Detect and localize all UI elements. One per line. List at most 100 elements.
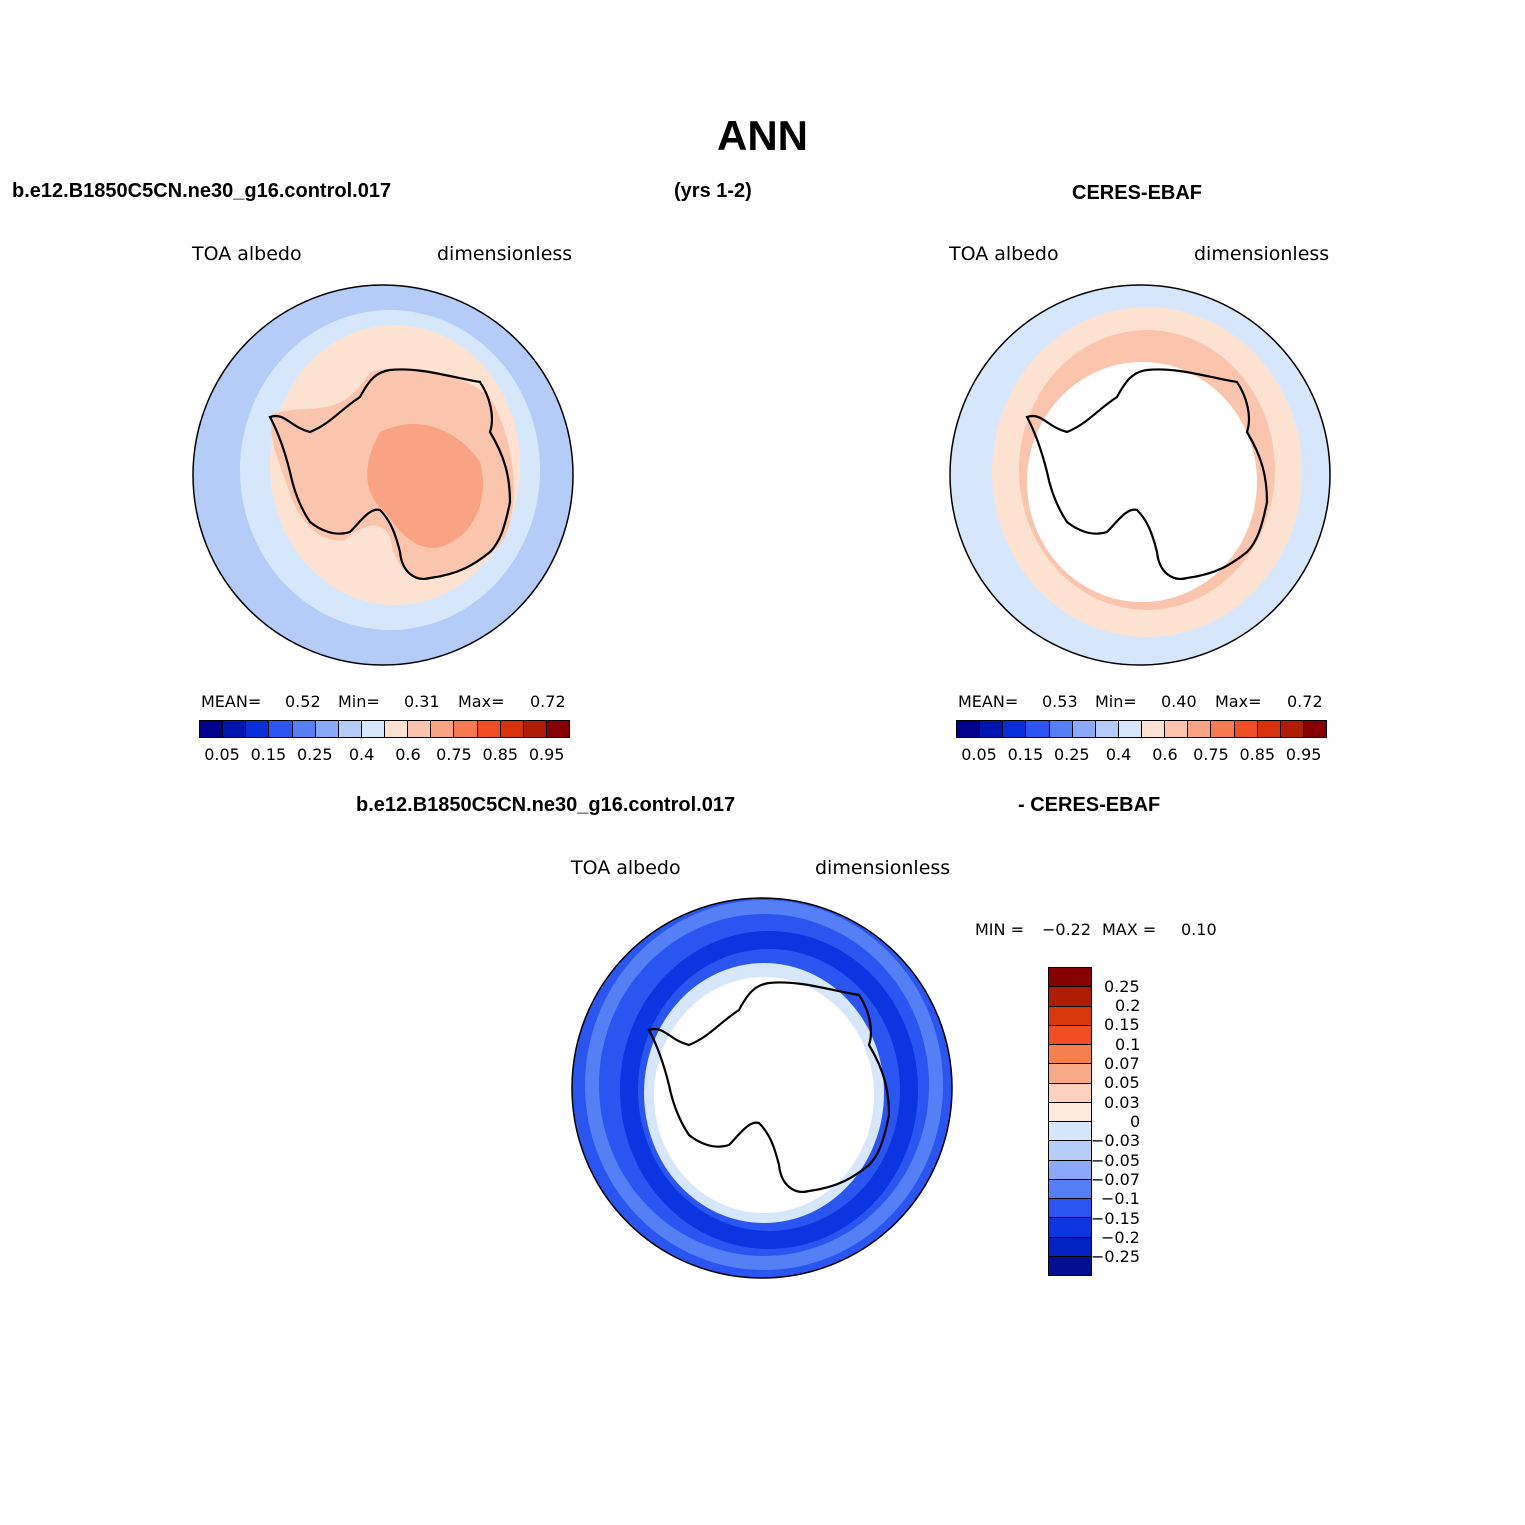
colorbar-tick-label: 0.85 xyxy=(1239,745,1276,764)
diff-max-value: 0.10 xyxy=(1181,920,1217,939)
colorbar-tick-label: −0.05 xyxy=(1091,1150,1141,1170)
colorbar-swatch xyxy=(246,721,270,737)
colorbar-tick-label: 0.6 xyxy=(1152,745,1178,764)
model-max-value: 0.72 xyxy=(530,692,566,711)
colorbar-swatch xyxy=(1049,1122,1091,1142)
colorbar-swatch xyxy=(292,721,316,737)
colorbar-swatch xyxy=(1049,1218,1091,1238)
colorbar-swatch xyxy=(269,721,293,737)
colorbar-swatch xyxy=(1257,721,1281,737)
coastline xyxy=(1025,368,1269,580)
colorbar-swatch xyxy=(1095,721,1119,737)
colorbar-swatch xyxy=(408,721,432,737)
diff-min-label: MIN = xyxy=(975,920,1024,939)
colorbar-tick-label: −0.2 xyxy=(1101,1227,1140,1247)
model-max-label: Max= xyxy=(458,692,505,711)
model-units-label: dimensionless xyxy=(437,243,573,265)
colorbar-swatch xyxy=(431,721,455,737)
colorbar-swatch xyxy=(1049,1199,1091,1219)
colorbar-swatch xyxy=(1118,721,1142,737)
colorbar-swatch xyxy=(523,721,547,737)
colorbar-swatch xyxy=(223,721,247,737)
colorbar-swatch xyxy=(385,721,409,737)
colorbar-swatch xyxy=(1049,1006,1091,1026)
colorbar-swatch xyxy=(1049,1179,1091,1199)
obs-dataset-header: CERES-EBAF xyxy=(1072,182,1203,204)
colorbar-swatch xyxy=(1049,1237,1091,1257)
difference-band-outer xyxy=(585,900,943,1270)
colorbar-tick-label: 0.95 xyxy=(1285,745,1322,764)
colorbar-swatch xyxy=(1049,1256,1091,1275)
diff-obs-header: - CERES-EBAF xyxy=(1018,794,1161,816)
colorbar-tick-label: 0.05 xyxy=(204,745,240,764)
colorbar-swatch xyxy=(1211,721,1235,737)
colorbar-tick-label: 0.05 xyxy=(961,745,997,764)
colorbar-swatch xyxy=(200,721,224,737)
colorbar-tick-label: 0.15 xyxy=(1104,1015,1140,1035)
colorbar-swatch xyxy=(1280,721,1304,737)
colorbar-tick-label: −0.25 xyxy=(1091,1247,1141,1267)
model-case-header: b.e12.B1850C5CN.ne30_g16.control.017 xyxy=(12,180,392,202)
colorbar-swatch xyxy=(546,721,569,737)
obs-polar-map xyxy=(949,284,1331,666)
obs-variable-label: TOA albedo xyxy=(949,243,1059,265)
colorbar-swatch xyxy=(500,721,524,737)
model-colorbar xyxy=(199,720,570,738)
colorbar-tick-label: 0.4 xyxy=(348,745,375,764)
map-boundary xyxy=(949,284,1331,666)
colorbar-swatch xyxy=(315,721,339,737)
obs-units-label: dimensionless xyxy=(1194,243,1330,265)
colorbar-tick-label: 0.15 xyxy=(250,745,287,764)
diff-case-header: b.e12.B1850C5CN.ne30_g16.control.017 xyxy=(356,794,736,816)
colorbar-swatch xyxy=(454,721,478,737)
colorbar-swatch xyxy=(1234,721,1258,737)
obs-min-label: Min= xyxy=(1095,692,1137,711)
colorbar-tick-label: 0.75 xyxy=(1193,745,1229,764)
colorbar-swatch xyxy=(1049,1025,1091,1045)
coastline xyxy=(647,981,891,1193)
model-mean-value: 0.52 xyxy=(285,692,321,711)
colorbar-swatch xyxy=(1049,1045,1091,1065)
missing-data-region xyxy=(1027,362,1257,602)
colorbar-tick-label: 0.15 xyxy=(1007,745,1044,764)
colorbar-tick-label: −0.1 xyxy=(1101,1189,1140,1209)
colorbar-swatch xyxy=(1049,1160,1091,1180)
colorbar-tick-label: −0.15 xyxy=(1091,1208,1141,1228)
colorbar-swatch xyxy=(1049,721,1073,737)
colorbar-tick-label: 0.95 xyxy=(528,745,565,764)
colorbar-swatch xyxy=(1049,1102,1091,1122)
diff-colorbar xyxy=(1048,967,1092,1276)
colorbar-tick-label: 0.05 xyxy=(1104,1073,1140,1093)
map-boundary xyxy=(571,897,953,1279)
colorbar-swatch xyxy=(1049,1141,1091,1161)
colorbar-swatch xyxy=(1003,721,1027,737)
colorbar-tick-label: 0.07 xyxy=(1104,1054,1140,1074)
colorbar-tick-label: 0.25 xyxy=(1053,745,1090,764)
colorbar-swatch xyxy=(1049,1083,1091,1103)
colorbar-tick-label: 0.1 xyxy=(1115,1034,1141,1054)
years-header: (yrs 1-2) xyxy=(674,180,752,202)
colorbar-swatch xyxy=(1049,1064,1091,1084)
colorbar-tick-label: 0.85 xyxy=(482,745,519,764)
colorbar-swatch xyxy=(1026,721,1050,737)
colorbar-swatch xyxy=(1142,721,1166,737)
model-min-value: 0.31 xyxy=(404,692,440,711)
colorbar-swatch xyxy=(477,721,501,737)
obs-max-label: Max= xyxy=(1215,692,1262,711)
obs-colorbar xyxy=(956,720,1327,738)
map-boundary xyxy=(192,284,574,666)
model-mean-label: MEAN= xyxy=(201,692,262,711)
model-min-label: Min= xyxy=(338,692,380,711)
colorbar-swatch xyxy=(1303,721,1326,737)
colorbar-tick-label: 0.6 xyxy=(395,745,421,764)
obs-min-value: 0.40 xyxy=(1161,692,1197,711)
colorbar-swatch xyxy=(957,721,981,737)
colorbar-tick-label: −0.07 xyxy=(1091,1169,1141,1189)
diff-max-label: MAX = xyxy=(1102,920,1157,939)
difference-band-inner xyxy=(620,931,918,1249)
albedo-band-0.75 xyxy=(367,423,484,548)
diff-variable-label: TOA albedo xyxy=(571,857,681,879)
colorbar-swatch xyxy=(338,721,362,737)
colorbar-tick-label: 0.4 xyxy=(1105,745,1132,764)
colorbar-tick-label: 0.75 xyxy=(436,745,472,764)
